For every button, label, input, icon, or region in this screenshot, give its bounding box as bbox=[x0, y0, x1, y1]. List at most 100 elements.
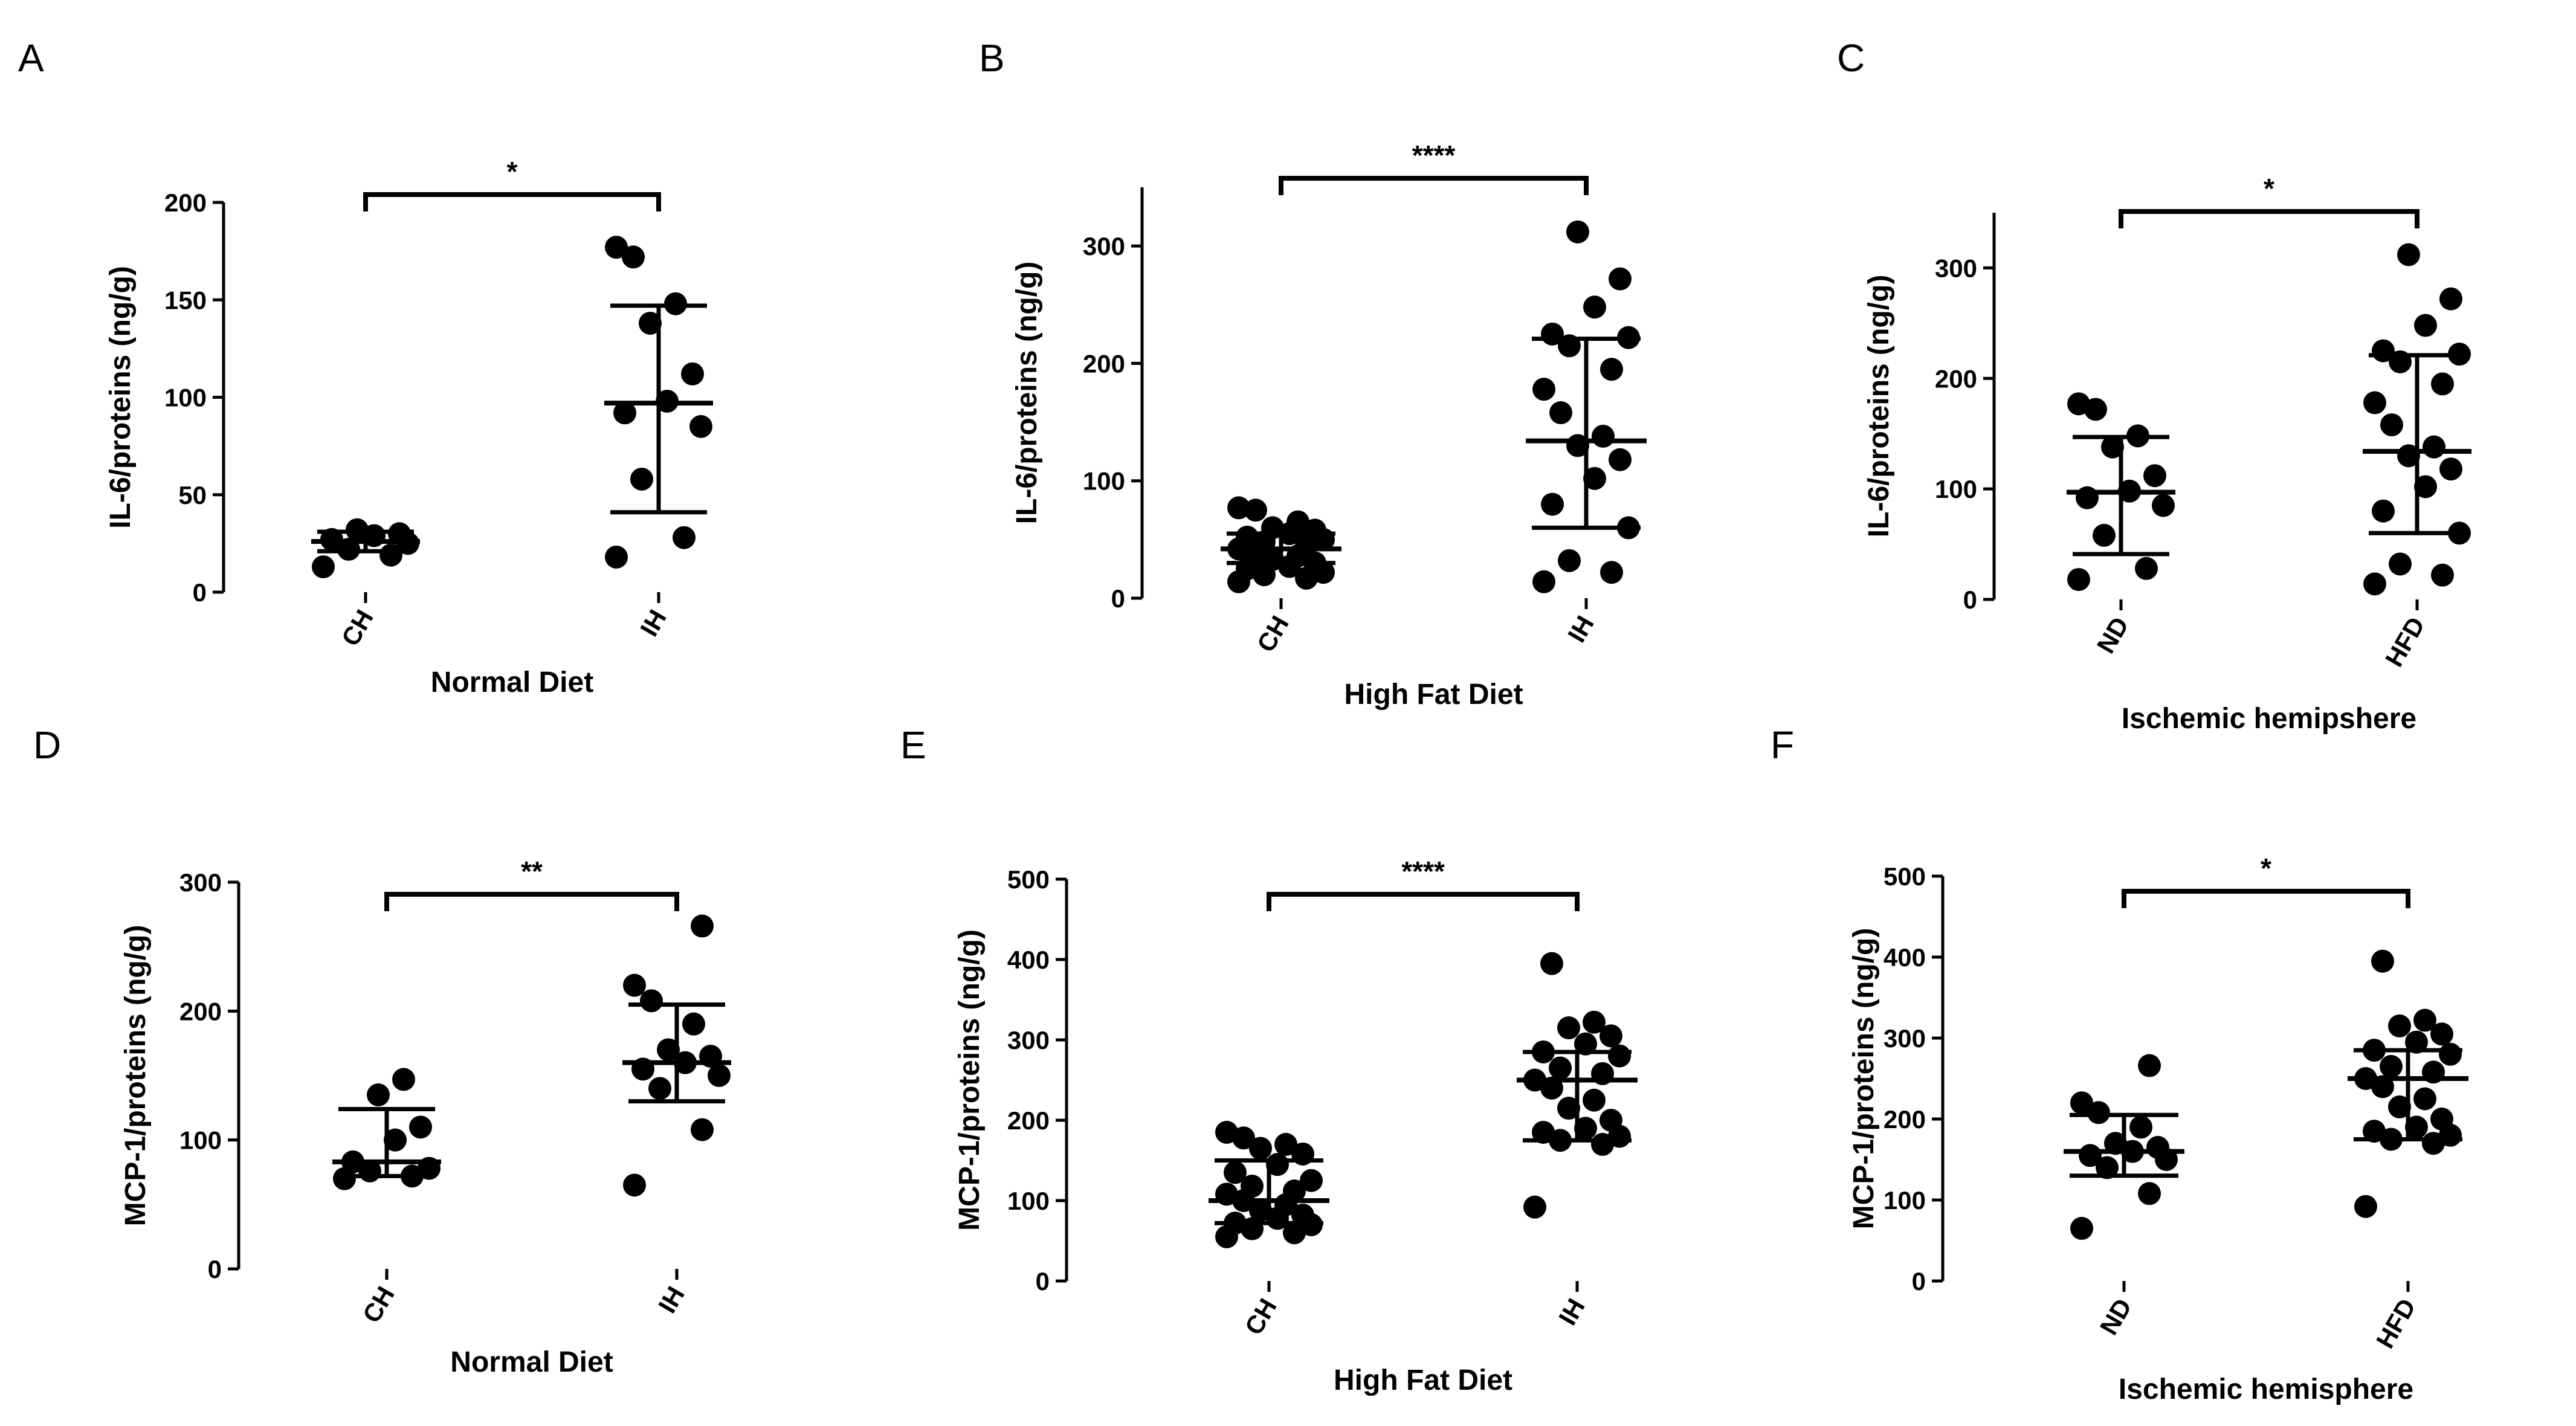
y-tick-label: 300 bbox=[1083, 232, 1125, 260]
data-point bbox=[623, 1173, 646, 1197]
data-point bbox=[2363, 1120, 2386, 1143]
data-point bbox=[1227, 496, 1250, 520]
data-point bbox=[691, 914, 714, 938]
y-tick-label: 100 bbox=[164, 384, 207, 412]
data-point bbox=[648, 1077, 671, 1100]
data-point bbox=[1549, 1056, 1572, 1080]
y-tick-label: 200 bbox=[179, 997, 222, 1025]
significance-bracket bbox=[2119, 209, 2419, 228]
data-point bbox=[613, 401, 636, 425]
y-tick-label: 200 bbox=[1935, 364, 1977, 393]
y-tick-label: 500 bbox=[1007, 865, 1050, 894]
data-point bbox=[1557, 1097, 1580, 1120]
data-point bbox=[1600, 358, 1623, 381]
data-point bbox=[1583, 1010, 1606, 1034]
data-point bbox=[2405, 1115, 2428, 1139]
data-point bbox=[640, 989, 663, 1013]
panel-D: D 0 100 200 300 CH IH Normal Diet MCP-1/proteins… bbox=[33, 723, 731, 1378]
data-point bbox=[2146, 1135, 2169, 1159]
group-HFD bbox=[2348, 949, 2468, 1218]
data-point bbox=[2414, 475, 2437, 498]
panel-letter: A bbox=[18, 36, 44, 80]
significance-bracket bbox=[2122, 889, 2410, 908]
data-point bbox=[1600, 561, 1623, 584]
data-point bbox=[1241, 1175, 1264, 1198]
data-point bbox=[1600, 1024, 1622, 1048]
significance-bracket bbox=[363, 192, 661, 211]
data-point bbox=[1583, 466, 1606, 490]
data-point bbox=[1300, 1169, 1323, 1192]
data-point bbox=[1609, 448, 1632, 471]
data-point bbox=[2070, 1091, 2093, 1115]
data-point bbox=[2413, 1008, 2436, 1032]
data-point bbox=[1592, 424, 1615, 448]
data-point bbox=[1532, 1120, 1555, 1144]
data-point bbox=[623, 973, 646, 997]
data-point bbox=[392, 1068, 415, 1091]
y-axis-title: MCP-1/proteins (ng/g) bbox=[120, 925, 152, 1227]
data-point bbox=[605, 545, 628, 569]
data-point bbox=[689, 415, 712, 438]
group-ND bbox=[2064, 1054, 2184, 1240]
data-point bbox=[605, 236, 628, 259]
panel-letter: F bbox=[1771, 723, 1794, 767]
y-axis-title: IL-6/proteins (ng/g) bbox=[1863, 275, 1895, 538]
data-point bbox=[2079, 1144, 2102, 1167]
x-tick-label: CH bbox=[1251, 611, 1294, 657]
data-point bbox=[630, 467, 653, 491]
y-tick-label: 0 bbox=[193, 578, 207, 607]
y-tick-label: 300 bbox=[1884, 1024, 1926, 1053]
data-point bbox=[2439, 1042, 2462, 1066]
significance-bracket bbox=[384, 892, 679, 911]
data-point bbox=[2388, 1095, 2411, 1118]
panel-letter: E bbox=[900, 723, 926, 767]
data-point bbox=[2405, 1030, 2428, 1054]
data-point bbox=[2380, 1054, 2403, 1078]
y-tick-label: 100 bbox=[1884, 1186, 1926, 1215]
significance-bracket bbox=[1279, 176, 1589, 195]
data-point bbox=[2372, 499, 2395, 523]
data-point bbox=[312, 555, 335, 579]
panel-F: F 0 100 200 300 400 500 ND HFD Ischemic hemispher… bbox=[1771, 723, 2468, 1405]
data-point bbox=[2397, 243, 2420, 266]
y-axis-title: IL-6/proteins (ng/g) bbox=[1011, 262, 1043, 524]
x-tick-label: CH bbox=[1239, 1294, 1282, 1340]
y-tick-label: 300 bbox=[1007, 1026, 1050, 1054]
data-point bbox=[2138, 1182, 2161, 1205]
data-point bbox=[2372, 339, 2395, 363]
data-point bbox=[2152, 494, 2175, 517]
group-CH bbox=[1209, 1120, 1329, 1248]
data-point bbox=[2414, 314, 2437, 337]
y-tick-label: 200 bbox=[1083, 349, 1125, 378]
panel-C: C 0 100 200 300 ND HFD Ischemic hemipshere IL-6/… bbox=[1837, 36, 2471, 735]
group-ND bbox=[2067, 392, 2175, 592]
data-point bbox=[1244, 498, 1267, 522]
data-point bbox=[1283, 1179, 1306, 1203]
data-point bbox=[2423, 435, 2445, 459]
data-point bbox=[1566, 220, 1589, 244]
data-point bbox=[2371, 949, 2394, 973]
data-point bbox=[2430, 1108, 2453, 1131]
data-point bbox=[2070, 1216, 2093, 1240]
data-point bbox=[1540, 952, 1563, 975]
y-tick-label: 200 bbox=[164, 189, 207, 217]
data-point bbox=[2413, 1087, 2436, 1111]
data-point bbox=[622, 245, 645, 269]
data-point bbox=[1532, 570, 1555, 593]
data-point bbox=[2389, 552, 2412, 576]
data-point bbox=[1574, 1117, 1597, 1140]
group-CH bbox=[311, 518, 420, 579]
data-point bbox=[2143, 464, 2166, 488]
y-tick-label: 0 bbox=[1912, 1267, 1926, 1295]
data-point bbox=[1286, 510, 1309, 534]
panel-A: A 0 50 100 150 200 CH IH Normal Diet IL-6/protein… bbox=[18, 36, 713, 698]
significance-label: * bbox=[2264, 173, 2274, 204]
y-tick-label: 0 bbox=[1963, 586, 1977, 614]
y-axis-title: MCP-1/proteins (ng/g) bbox=[954, 929, 986, 1231]
y-tick-label: 100 bbox=[1935, 475, 1977, 503]
data-point bbox=[1236, 525, 1259, 549]
y-tick-label: 0 bbox=[1036, 1267, 1050, 1295]
data-point bbox=[2363, 572, 2386, 596]
significance-label: **** bbox=[1401, 856, 1445, 887]
